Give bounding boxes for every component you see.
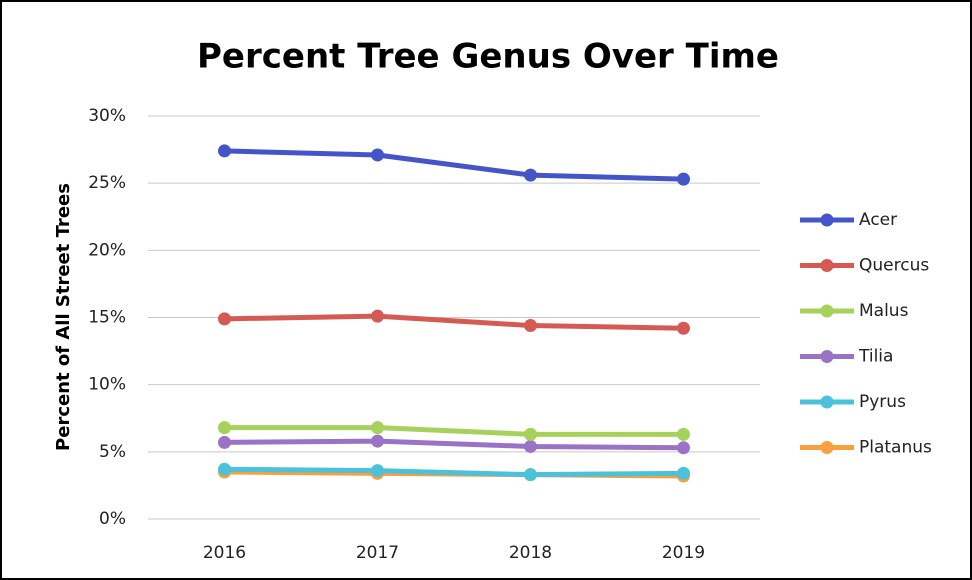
legend-label: Malus: [859, 301, 909, 321]
y-tick-label: 15%: [88, 308, 126, 328]
data-point: [524, 168, 537, 182]
data-point: [218, 312, 231, 326]
legend-marker: [820, 441, 834, 454]
series-line: [224, 425, 684, 437]
data-point: [677, 172, 690, 186]
data-point: [371, 148, 384, 162]
data-point: [218, 435, 231, 449]
legend-marker: [820, 259, 834, 272]
y-tick-label: 10%: [88, 375, 126, 395]
data-point: [218, 462, 231, 476]
y-tick-label: 0%: [99, 509, 126, 529]
data-point: [524, 468, 537, 482]
legend-label: Pyrus: [859, 392, 906, 412]
series-line: [224, 313, 684, 331]
data-point: [371, 309, 384, 323]
data-point: [524, 319, 537, 333]
x-tick-label: 2017: [356, 543, 399, 563]
data-point: [677, 321, 690, 335]
data-point: [218, 421, 231, 435]
data-point: [677, 441, 690, 455]
legend-marker: [820, 304, 834, 318]
data-point: [218, 144, 231, 158]
legend-label: Acer: [859, 210, 897, 230]
chart-title: Percent Tree Genus Over Time: [197, 37, 779, 77]
data-point: [371, 464, 384, 478]
data-point: [371, 421, 384, 435]
y-tick-label: 30%: [88, 106, 126, 126]
y-axis-label: Percent of All Street Trees: [53, 183, 74, 451]
x-tick-label: 2019: [662, 543, 705, 563]
legend-label: Quercus: [859, 256, 929, 276]
legend-label: Tilia: [858, 347, 893, 367]
x-tick-label: 2018: [509, 543, 552, 563]
data-point: [677, 427, 690, 441]
legend-marker: [820, 350, 834, 363]
data-point: [524, 427, 537, 441]
legend-marker: [820, 395, 834, 409]
legend-label: Platanus: [859, 438, 932, 458]
x-tick-label: 2016: [203, 543, 246, 563]
y-tick-label: 25%: [88, 173, 126, 193]
series-line: [224, 148, 684, 182]
data-point: [677, 466, 690, 480]
data-point: [371, 434, 384, 448]
legend-marker: [820, 213, 834, 227]
data-point: [524, 439, 537, 453]
y-tick-label: 20%: [88, 240, 126, 260]
series-line: [224, 466, 684, 478]
series-line: [224, 438, 684, 451]
y-tick-label: 5%: [99, 442, 126, 462]
